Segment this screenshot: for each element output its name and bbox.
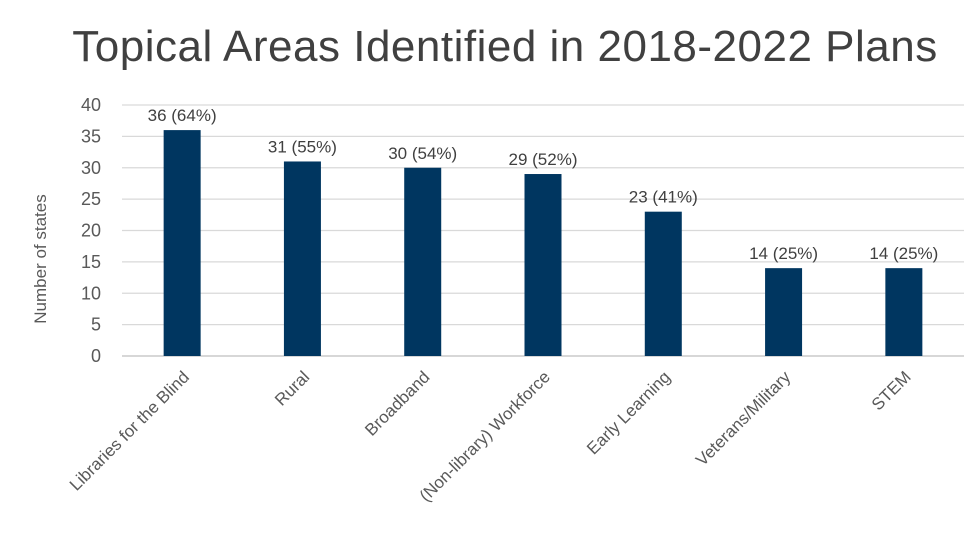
bar — [885, 268, 923, 356]
x-category-label: Broadband — [361, 367, 433, 439]
x-category-label: STEM — [868, 367, 915, 414]
data-label: 30 (54%) — [388, 144, 457, 163]
x-category-label: Veterans/Military — [692, 367, 795, 470]
bar — [163, 130, 201, 356]
x-category-label: Rural — [271, 367, 313, 409]
bar — [644, 211, 682, 356]
y-tick-label: 30 — [81, 158, 101, 178]
y-axis-label: Number of states — [31, 194, 50, 323]
y-tick-label: 25 — [81, 189, 101, 209]
y-tick-label: 20 — [81, 221, 101, 241]
data-label: 14 (25%) — [749, 244, 818, 263]
bars — [163, 130, 923, 356]
y-tick-label: 35 — [81, 126, 101, 146]
y-tick-label: 10 — [81, 283, 101, 303]
x-category-label: Early Learning — [583, 367, 674, 458]
data-label: 14 (25%) — [869, 244, 938, 263]
data-label: 36 (64%) — [148, 106, 217, 125]
bar — [524, 174, 562, 356]
bar — [404, 167, 442, 356]
data-labels: 36 (64%) 31 (55%) 30 (54%) 29 (52%) 23 (41%)… — [148, 106, 939, 263]
x-category-label: (Non-library) Workforce — [416, 367, 554, 505]
bar — [283, 161, 321, 356]
data-label: 23 (41%) — [629, 188, 698, 207]
data-label: 31 (55%) — [268, 137, 337, 156]
x-category-label: Libraries for the Blind — [66, 367, 193, 494]
chart-title: Topical Areas Identified in 2018-2022 Pl… — [72, 22, 938, 71]
x-axis-categories: Libraries for the Blind Rural Broadband(No… — [66, 367, 915, 505]
y-axis-ticks: 0 5 10 15 20 25 30 35 40 — [81, 95, 101, 366]
y-tick-label: 0 — [91, 346, 101, 366]
data-label: 29 (52%) — [509, 150, 578, 169]
bar — [765, 268, 803, 356]
y-tick-label: 15 — [81, 252, 101, 272]
y-tick-label: 5 — [91, 315, 101, 335]
y-tick-label: 40 — [81, 95, 101, 115]
